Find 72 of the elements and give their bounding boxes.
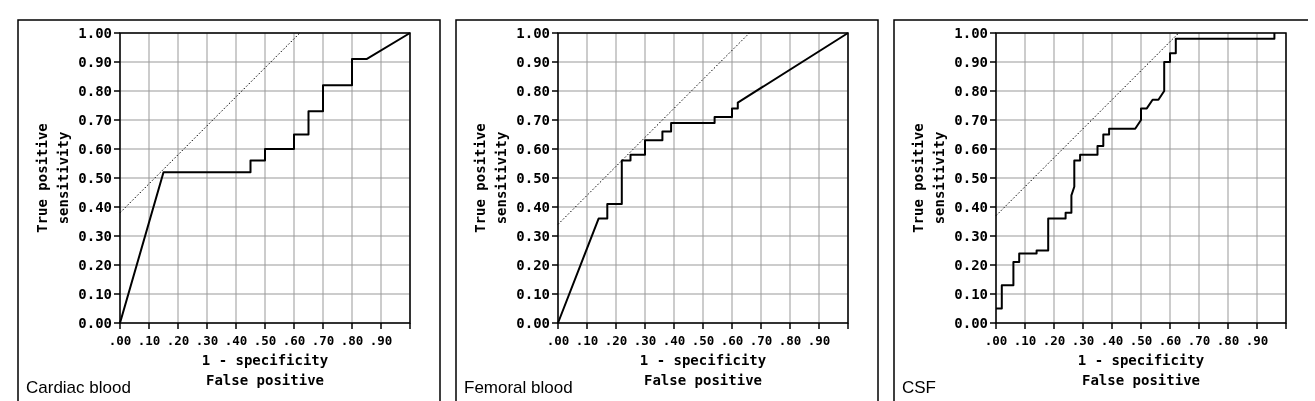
x-tick-label: .00 xyxy=(108,333,132,348)
y-tick-label: 0.30 xyxy=(954,227,988,244)
y-tick-label: 0.20 xyxy=(78,256,112,273)
y-tick-label: 1.00 xyxy=(954,24,988,41)
y-tick-label: 0.20 xyxy=(516,256,550,273)
y-tick-label: 0.90 xyxy=(516,53,550,70)
x-axis-title: 1 - specificity False positive xyxy=(1077,352,1205,388)
x-tick-label: .40 xyxy=(662,333,686,348)
y-tick-label: 0.60 xyxy=(516,140,550,157)
y-tick-label: 0.50 xyxy=(78,169,112,186)
x-tick-label: .50 xyxy=(691,333,715,348)
y-tick-label: 1.00 xyxy=(516,24,550,41)
x-tick-label: .70 xyxy=(311,333,335,348)
x-tick-label: .30 xyxy=(1071,333,1095,348)
x-tick-label: .20 xyxy=(1042,333,1066,348)
y-axis-title: True positive sensitivity xyxy=(472,123,509,233)
y-tick-label: 0.30 xyxy=(516,227,550,244)
x-tick-label: .10 xyxy=(1013,333,1037,348)
text: Cardiac blood xyxy=(26,378,131,397)
x-tick-label: .70 xyxy=(1187,333,1211,348)
y-axis-title: True positive sensitivity xyxy=(34,123,71,233)
x-tick-label: .80 xyxy=(1216,333,1240,348)
x-tick-label: .00 xyxy=(546,333,570,348)
y-tick-label: 0.80 xyxy=(516,82,550,99)
x-tick-label: .60 xyxy=(282,333,306,348)
y-tick-label: 0.10 xyxy=(954,285,988,302)
y-tick-label: 1.00 xyxy=(78,24,112,41)
x-tick-label: .40 xyxy=(1100,333,1124,348)
y-tick-label: 0.10 xyxy=(78,285,112,302)
x-tick-label: .80 xyxy=(778,333,802,348)
y-tick-label: 0.90 xyxy=(954,53,988,70)
y-tick-label: 0.00 xyxy=(516,314,550,331)
x-tick-label: .70 xyxy=(749,333,773,348)
y-tick-label: 0.40 xyxy=(516,198,550,215)
x-tick-label: .10 xyxy=(575,333,599,348)
x-tick-label: .10 xyxy=(137,333,161,348)
x-tick-label: .90 xyxy=(807,333,831,348)
text: Femoral blood xyxy=(464,378,573,397)
y-tick-label: 0.60 xyxy=(954,140,988,157)
y-tick-label: 0.80 xyxy=(954,82,988,99)
y-tick-label: 0.80 xyxy=(78,82,112,99)
y-tick-label: 0.20 xyxy=(954,256,988,273)
y-tick-label: 0.40 xyxy=(78,198,112,215)
y-tick-label: 0.30 xyxy=(78,227,112,244)
x-tick-label: .30 xyxy=(633,333,657,348)
x-axis-title: 1 - specificity False positive xyxy=(201,352,329,388)
x-tick-label: .20 xyxy=(166,333,190,348)
x-tick-label: .00 xyxy=(984,333,1008,348)
y-tick-label: 0.10 xyxy=(516,285,550,302)
y-tick-label: 0.40 xyxy=(954,198,988,215)
x-tick-label: .60 xyxy=(720,333,744,348)
y-tick-label: 0.00 xyxy=(954,314,988,331)
x-tick-label: .30 xyxy=(195,333,219,348)
x-tick-label: .60 xyxy=(1158,333,1182,348)
y-tick-label: 0.00 xyxy=(78,314,112,331)
y-tick-label: 0.70 xyxy=(78,111,112,128)
x-tick-label: .20 xyxy=(604,333,628,348)
x-tick-label: .40 xyxy=(224,333,248,348)
x-axis-title: 1 - specificity False positive xyxy=(639,352,767,388)
x-tick-label: .90 xyxy=(369,333,393,348)
x-tick-label: .50 xyxy=(1129,333,1153,348)
y-tick-label: 0.70 xyxy=(516,111,550,128)
x-tick-label: .80 xyxy=(340,333,364,348)
text: CSF xyxy=(902,378,936,397)
y-tick-label: 0.50 xyxy=(516,169,550,186)
y-tick-label: 0.70 xyxy=(954,111,988,128)
y-tick-label: 0.90 xyxy=(78,53,112,70)
x-tick-label: .90 xyxy=(1245,333,1269,348)
y-axis-title: True positive sensitivity xyxy=(910,123,947,233)
y-tick-label: 0.60 xyxy=(78,140,112,157)
y-tick-label: 0.50 xyxy=(954,169,988,186)
x-tick-label: .50 xyxy=(253,333,277,348)
